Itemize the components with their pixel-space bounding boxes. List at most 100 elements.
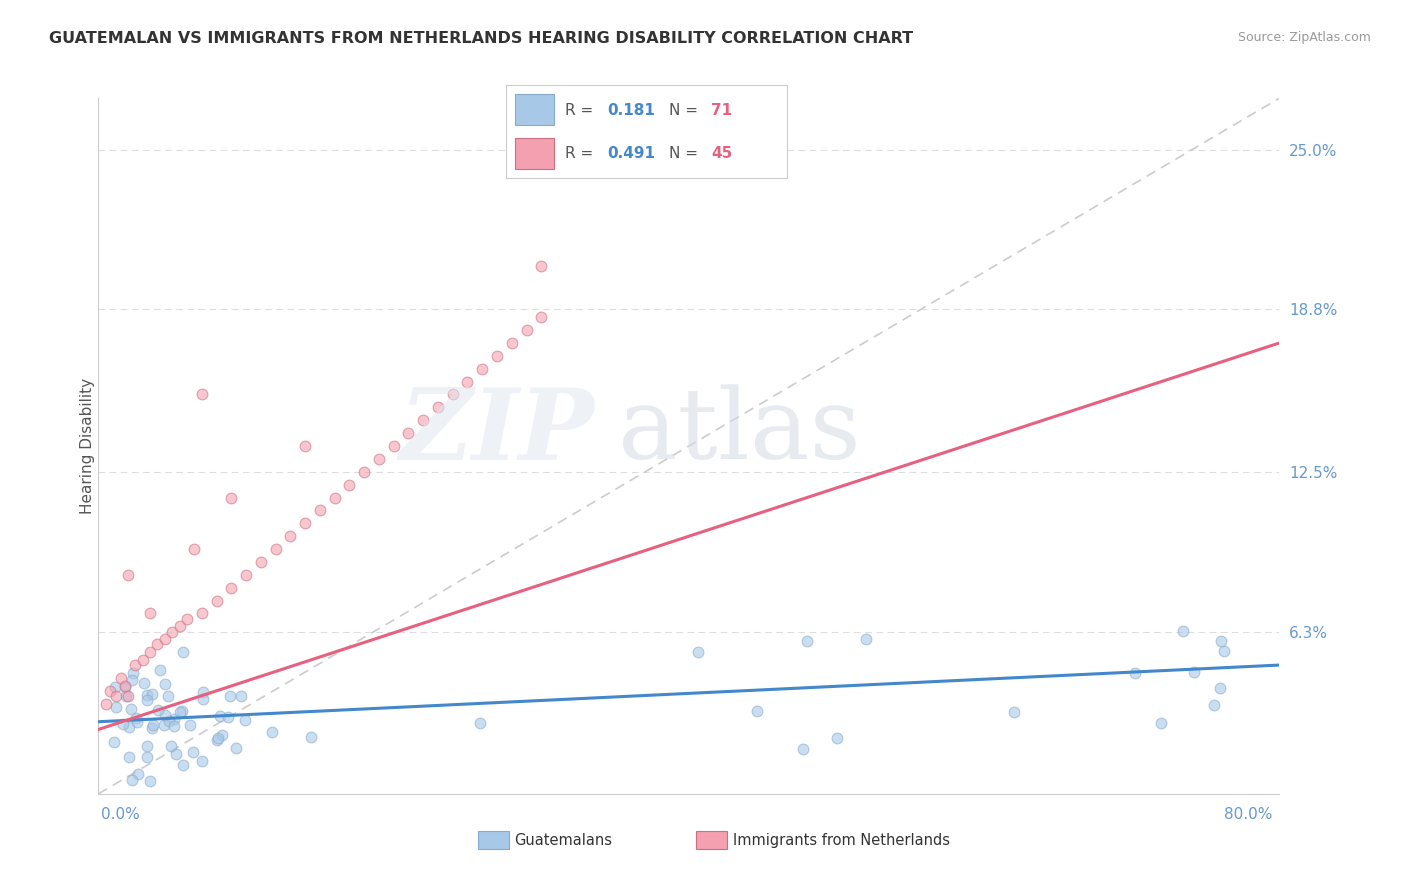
Point: [441, 387, 464, 401]
Text: 0.181: 0.181: [607, 103, 655, 118]
Point: [396, 426, 419, 441]
Point: [235, 713, 257, 727]
Point: [468, 715, 491, 730]
Point: [104, 680, 127, 694]
Point: [118, 720, 141, 734]
Point: [796, 633, 818, 648]
Text: ZIP: ZIP: [399, 384, 595, 480]
Point: [515, 323, 537, 337]
Point: [176, 612, 198, 626]
Point: [183, 542, 205, 557]
Text: 45: 45: [711, 145, 733, 161]
Point: [353, 465, 375, 479]
Point: [132, 653, 155, 667]
Point: [114, 679, 136, 693]
Point: [162, 624, 183, 639]
Point: [486, 349, 509, 363]
Point: [105, 699, 128, 714]
Point: [146, 637, 169, 651]
Point: [1211, 634, 1233, 648]
Point: [294, 439, 316, 453]
Point: [225, 741, 247, 756]
Point: [368, 451, 391, 466]
Text: 80.0%: 80.0%: [1225, 807, 1272, 822]
Point: [205, 733, 228, 747]
Point: [825, 731, 848, 746]
Point: [136, 693, 159, 707]
Point: [159, 739, 181, 753]
Point: [172, 758, 194, 772]
Point: [1173, 624, 1195, 638]
Point: [169, 705, 191, 719]
Point: [501, 335, 523, 350]
Point: [114, 680, 136, 694]
Point: [855, 632, 877, 646]
Point: [157, 689, 180, 703]
Point: [745, 704, 768, 718]
Point: [339, 477, 360, 491]
Point: [114, 689, 136, 703]
Point: [294, 516, 316, 531]
Point: [231, 690, 253, 704]
Text: Source: ZipAtlas.com: Source: ZipAtlas.com: [1237, 31, 1371, 45]
Point: [118, 749, 141, 764]
Point: [217, 709, 239, 723]
Point: [149, 663, 172, 677]
Y-axis label: Hearing Disability: Hearing Disability: [80, 378, 94, 514]
Point: [105, 689, 128, 703]
Bar: [515, 138, 554, 169]
Point: [94, 697, 117, 711]
Point: [179, 718, 201, 732]
Point: [110, 671, 132, 685]
Point: [121, 673, 143, 687]
Point: [530, 259, 553, 273]
Point: [299, 730, 322, 744]
Point: [125, 711, 148, 725]
Point: [1202, 698, 1225, 712]
Point: [792, 741, 814, 756]
Point: [181, 745, 204, 759]
Point: [427, 401, 450, 415]
Point: [112, 717, 135, 731]
Point: [1123, 665, 1146, 680]
Point: [103, 734, 125, 748]
Point: [120, 701, 142, 715]
Point: [153, 708, 176, 723]
Point: [148, 703, 170, 717]
Point: [235, 567, 257, 582]
Point: [139, 645, 162, 659]
Point: [1209, 681, 1232, 695]
Point: [190, 754, 212, 768]
Point: [142, 717, 165, 731]
Point: [139, 607, 162, 621]
Point: [211, 728, 233, 742]
Point: [163, 712, 186, 726]
Point: [191, 387, 214, 401]
Point: [122, 666, 145, 681]
Point: [153, 632, 176, 647]
Point: [127, 767, 149, 781]
Point: [124, 658, 146, 673]
Point: [686, 645, 709, 659]
Point: [191, 607, 214, 621]
Point: [219, 689, 242, 703]
Point: [323, 491, 346, 505]
Point: [163, 719, 186, 733]
Point: [382, 439, 405, 453]
Point: [191, 685, 214, 699]
Point: [172, 704, 194, 718]
Point: [456, 375, 478, 389]
Point: [157, 714, 180, 729]
Point: [191, 692, 214, 706]
Point: [117, 567, 139, 582]
Point: [141, 722, 163, 736]
Point: [121, 772, 143, 787]
Point: [136, 739, 159, 753]
Text: R =: R =: [565, 103, 599, 118]
Point: [219, 581, 242, 595]
Point: [165, 747, 187, 761]
Point: [471, 361, 494, 376]
Text: 71: 71: [711, 103, 733, 118]
Point: [1002, 705, 1025, 719]
Point: [1182, 665, 1205, 679]
